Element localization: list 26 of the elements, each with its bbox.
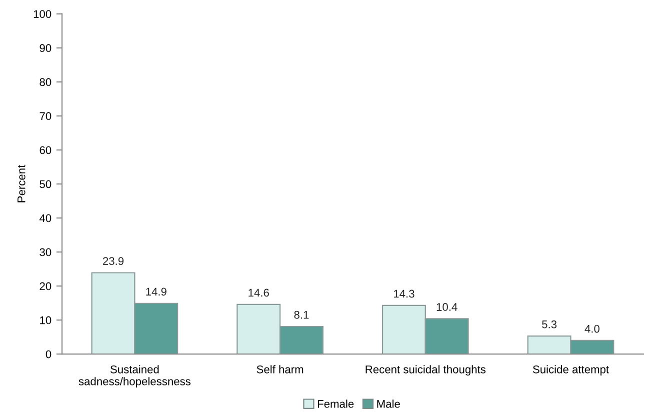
y-tick-label: 20: [40, 282, 52, 290]
y-tick-label: 100: [34, 10, 52, 18]
data-label: 14.6: [248, 288, 269, 297]
data-label: 4.0: [584, 324, 600, 333]
x-tick-label: Self harm: [256, 365, 304, 374]
y-tick-label: 90: [40, 44, 52, 52]
y-tick-label: 10: [40, 316, 52, 324]
data-label: 14.9: [146, 288, 166, 296]
x-tick-label: Recent suicidal thoughts: [366, 365, 486, 376]
y-tick-label: 40: [39, 214, 52, 222]
y-tick-label: 60: [40, 146, 52, 154]
y-tick-label: 70: [40, 112, 52, 120]
y-tick-label: 30: [40, 248, 52, 256]
y-tick-label: 50: [40, 180, 52, 188]
data-label: 8.1: [294, 310, 309, 319]
y-tick-label: 0: [46, 350, 52, 358]
data-label: 14.3: [394, 290, 414, 298]
data-label: 5.3: [542, 320, 557, 328]
y-axis-title: Percent: [18, 164, 26, 202]
data-label: 23.9: [103, 257, 124, 265]
legend-label: Female: [318, 400, 354, 408]
y-tick-label: 80: [40, 78, 52, 86]
data-label: 10.4: [436, 303, 458, 311]
legend-label: Male: [377, 400, 400, 408]
x-tick-label: Sustained sadness/hopelessness: [78, 365, 191, 388]
x-tick-label: Suicide attempt: [532, 365, 609, 376]
